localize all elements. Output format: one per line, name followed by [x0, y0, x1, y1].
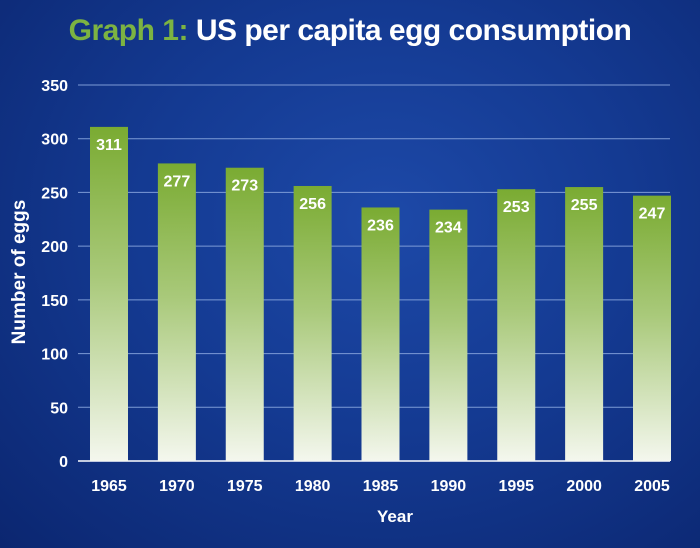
- bars: 311 277 273 256 236 234 253 255 247: [90, 126, 671, 462]
- y-tick-label: 50: [50, 400, 68, 417]
- y-axis-label: Number of eggs: [9, 200, 30, 345]
- y-tick-label: 250: [41, 185, 68, 202]
- chart-title-main: US per capita egg consumption: [195, 14, 632, 47]
- x-tick-label: 2005: [634, 478, 670, 495]
- y-tick-label: 0: [59, 454, 68, 471]
- bar-1965: [90, 126, 128, 461]
- x-tick-label: 1995: [498, 478, 534, 495]
- chart-title-prefix: Graph 1:: [68, 14, 189, 47]
- bar-1985: [361, 207, 400, 461]
- y-tick-label: 350: [41, 78, 68, 95]
- bar-value-label: 236: [367, 217, 394, 234]
- bar-value-label: 253: [503, 199, 530, 216]
- bar-2000: [565, 187, 604, 462]
- bar-1980: [293, 185, 332, 462]
- bar-value-label: 273: [231, 178, 258, 195]
- x-tick-label: 1965: [91, 478, 127, 495]
- x-tick-label: 1990: [431, 478, 467, 495]
- chart-title: Graph 1: US per capita egg consumption: [0, 14, 700, 48]
- bar-value-label: 277: [164, 173, 191, 190]
- x-tick-label: 1985: [363, 478, 399, 495]
- bar-1995: [497, 189, 536, 461]
- x-tick-label: 1970: [159, 478, 195, 495]
- bar-value-label: 247: [639, 206, 666, 223]
- bar-value-label: 311: [96, 137, 122, 154]
- bar-value-label: 255: [571, 197, 598, 214]
- y-tick-label: 150: [41, 293, 68, 310]
- bar-2005: [633, 195, 671, 461]
- x-tick-label: 1975: [227, 478, 263, 495]
- x-tick-label: 1980: [295, 478, 331, 495]
- y-tick-label: 200: [41, 239, 68, 256]
- y-tick-label: 300: [41, 132, 68, 149]
- x-axis-label: Year: [377, 507, 413, 526]
- bar-1975: [225, 167, 264, 461]
- bar-1970: [157, 163, 196, 461]
- x-axis-ticks: 1965 1970 1975 1980 1985 1990 1995 2000 2005: [91, 478, 670, 495]
- bar-value-label: 256: [299, 196, 326, 213]
- x-tick-label: 2000: [566, 478, 602, 495]
- y-axis-ticks: 0 50 100 150 200 250 300 350: [41, 78, 68, 471]
- bar-value-label: 234: [435, 220, 462, 237]
- bar-1990: [429, 209, 468, 461]
- y-tick-label: 100: [41, 347, 68, 364]
